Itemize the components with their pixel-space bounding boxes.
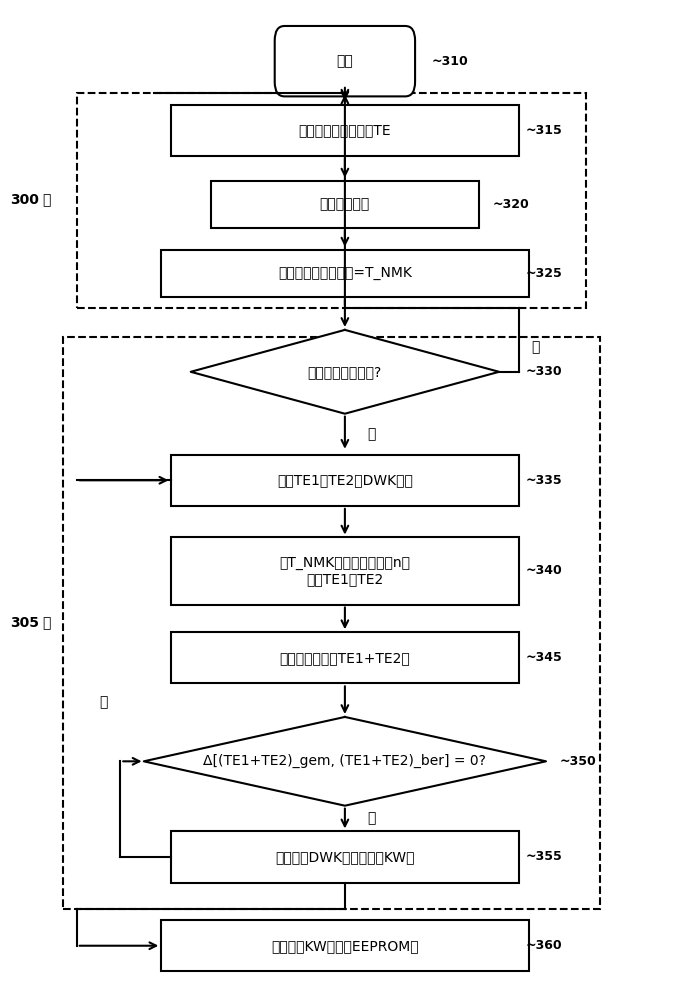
Text: Δ[(TE1+TE2)_gem, (TE1+TE2)_ber] = 0?: Δ[(TE1+TE2)_gem, (TE1+TE2)_ber] = 0? (203, 754, 486, 768)
Text: ~315: ~315 (526, 124, 563, 137)
Text: 触发单个的测试喷射TE: 触发单个的测试喷射TE (299, 123, 391, 137)
Text: ～: ～ (43, 193, 51, 207)
Text: 最低触发持续时间：=T_NMK: 最低触发持续时间：=T_NMK (278, 266, 412, 280)
Text: ~310: ~310 (432, 55, 469, 68)
Bar (170, 831, 519, 883)
Text: 否: 否 (532, 340, 540, 354)
Polygon shape (144, 717, 546, 806)
Text: ~350: ~350 (559, 755, 596, 768)
Text: ~345: ~345 (526, 651, 563, 664)
Text: ～: ～ (43, 616, 51, 630)
Text: 开始: 开始 (337, 54, 353, 68)
Text: ~355: ~355 (526, 850, 563, 863)
Text: 内燃机的惯性滑行?: 内燃机的惯性滑行? (308, 365, 382, 379)
Bar (77, 93, 586, 308)
Text: 是: 是 (368, 427, 376, 441)
Text: ~360: ~360 (526, 939, 563, 952)
Text: ~320: ~320 (493, 198, 529, 211)
Text: 300: 300 (10, 193, 39, 207)
Bar (63, 337, 600, 909)
Text: ~340: ~340 (526, 564, 563, 578)
Polygon shape (191, 330, 499, 414)
Text: 将当前的KW保存在EEPROM中: 将当前的KW保存在EEPROM中 (271, 939, 418, 953)
Text: 305: 305 (10, 616, 39, 630)
Text: 求得总喷射量（TE1+TE2）: 求得总喷射量（TE1+TE2） (280, 651, 410, 665)
Text: ~335: ~335 (526, 474, 563, 487)
Text: ~330: ~330 (526, 365, 563, 378)
Bar (170, 105, 519, 156)
Text: 是: 是 (100, 695, 108, 709)
FancyBboxPatch shape (275, 26, 415, 96)
Bar (170, 632, 519, 683)
Text: ~325: ~325 (526, 267, 563, 280)
Bar (161, 920, 529, 971)
Bar (161, 250, 529, 297)
Text: 过滤零量校准: 过滤零量校准 (319, 197, 370, 211)
Text: 用于TE1到TE2的DWK计算: 用于TE1到TE2的DWK计算 (277, 473, 413, 487)
Bar (170, 455, 519, 506)
Bar (211, 180, 479, 228)
Text: 否: 否 (368, 812, 376, 826)
Text: 计算用于DWK的校正值（KW）: 计算用于DWK的校正值（KW） (275, 850, 415, 864)
Text: 以T_NMK在内燃机的气缸n上
触发TE1和TE2: 以T_NMK在内燃机的气缸n上 触发TE1和TE2 (280, 556, 410, 586)
Bar (170, 537, 519, 605)
